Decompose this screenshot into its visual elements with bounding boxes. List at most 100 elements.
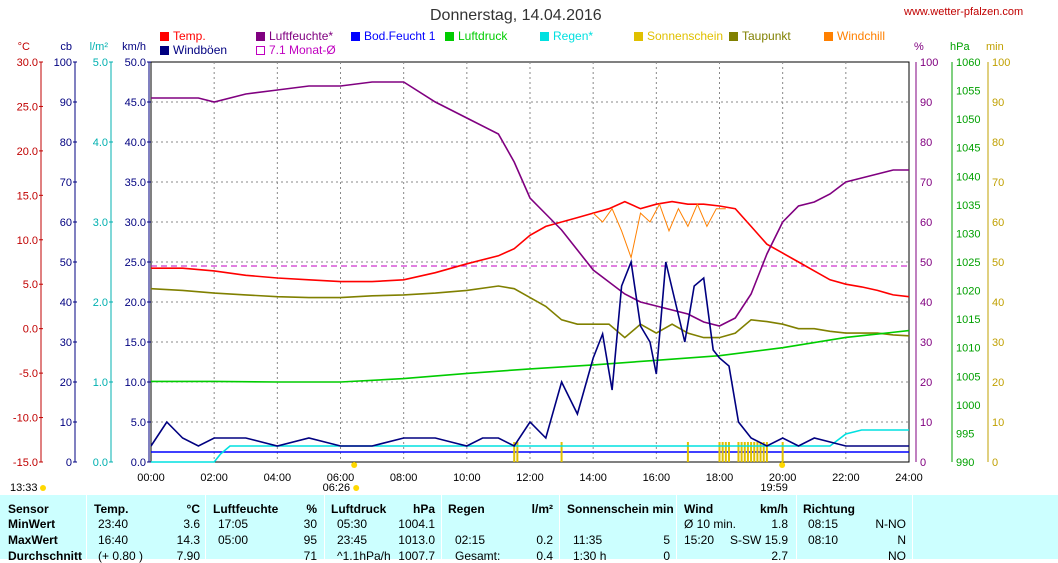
axis-tick-left: 50	[60, 257, 72, 269]
axis-tick-right: 10	[920, 417, 932, 429]
axis-tick-right: 80	[920, 137, 932, 149]
axis-tick-left: 10.0	[17, 235, 38, 247]
axis-tick-right: 0	[920, 457, 926, 469]
site-url[interactable]: www.wetter-pfalzen.com	[904, 6, 1024, 18]
legend-swatch	[445, 32, 454, 41]
axis-unit-right: min	[986, 41, 1004, 53]
axis-tick-left: 15.0	[125, 337, 146, 349]
table-cell: N-NO	[875, 517, 906, 531]
axis-tick-right: 40	[920, 297, 932, 309]
table-divider	[676, 495, 677, 559]
table-cell: 02:15	[455, 533, 486, 547]
axis-tick-right: 1025	[956, 257, 980, 269]
x-tick-label: 10:00	[453, 472, 481, 484]
axis-tick-left: 10	[60, 417, 72, 429]
table-cell: 30	[303, 517, 317, 531]
table-divider	[205, 495, 206, 559]
axis-tick-right: 70	[920, 177, 932, 189]
x-tick-label: 20:00	[769, 472, 797, 484]
legend-item: Bod.Feucht 1	[351, 30, 435, 43]
legend-label: Sonnenschein	[647, 29, 724, 43]
table-cell: 0	[663, 549, 670, 563]
chart-title: Donnerstag, 14.04.2016	[430, 7, 602, 24]
axis-tick-left: 5.0	[93, 57, 108, 69]
axis-unit-right: %	[914, 41, 924, 53]
table-cell: 14.3	[176, 533, 200, 547]
table-cell: Ø 10 min.	[684, 517, 737, 531]
axis-tick-right: 30	[920, 337, 932, 349]
table-cell: 5	[663, 533, 670, 547]
table-cell: (+ 0.80 )	[98, 549, 144, 563]
axis-tick-right: 90	[992, 97, 1004, 109]
axis-tick-right: 1000	[956, 400, 980, 412]
x-tick-label: 04:00	[264, 472, 292, 484]
axis-tick-left: 25.0	[17, 101, 38, 113]
table-cell: 0.4	[536, 549, 553, 563]
table-divider	[441, 495, 442, 559]
axis-tick-left: 0	[66, 457, 72, 469]
legend-swatch	[824, 32, 833, 41]
axis-tick-right: 1055	[956, 86, 980, 98]
axis-tick-left: 45.0	[125, 97, 146, 109]
sun-prev-label: 13:33	[10, 482, 38, 494]
axis-tick-right: 1030	[956, 228, 980, 240]
axis-tick-right: 1045	[956, 143, 980, 155]
legend-swatch	[256, 32, 265, 41]
axis-tick-right: 60	[992, 217, 1004, 229]
axis-tick-left: 10.0	[125, 377, 146, 389]
axis-tick-right: 1010	[956, 343, 980, 355]
axis-tick-right: 1035	[956, 200, 980, 212]
x-tick-label: 22:00	[832, 472, 860, 484]
table-cell: 3.6	[183, 517, 200, 531]
table-cell: 23:40	[98, 517, 129, 531]
x-tick-label: 14:00	[579, 472, 607, 484]
axis-tick-right: 40	[992, 297, 1004, 309]
table-cell: 0.2	[536, 533, 553, 547]
axis-tick-right: 80	[992, 137, 1004, 149]
table-row-label: Durchschnitt	[8, 549, 83, 563]
axis-tick-right: 70	[992, 177, 1004, 189]
stats-table: Sensor Temp. °C Luftfeuchte% Luftdruck hPa Reg…	[0, 495, 1058, 563]
table-header: km/h	[759, 502, 788, 516]
axis-tick-left: 100	[54, 57, 72, 69]
axis-tick-right: 995	[956, 428, 974, 440]
table-cell: 1013.0	[398, 533, 435, 547]
axis-tick-right: 1040	[956, 171, 980, 183]
sun-prev-dot	[40, 485, 46, 491]
axis-tick-left: 80	[60, 137, 72, 149]
axis-tick-left: 2.0	[93, 297, 108, 309]
axis-tick-left: 30.0	[125, 217, 146, 229]
table-header: Luftfeuchte	[213, 502, 279, 516]
axis-tick-left: 1.0	[93, 377, 108, 389]
table-divider	[796, 495, 797, 559]
table-divider	[86, 495, 87, 559]
axis-tick-left: 20.0	[125, 297, 146, 309]
legend-label: Temp.	[173, 29, 206, 43]
table-cell: 1007.7	[398, 549, 435, 563]
table-cell: 95	[303, 533, 317, 547]
legend-swatch	[160, 32, 169, 41]
axis-tick-right: 20	[920, 377, 932, 389]
legend-swatch	[256, 46, 265, 55]
table-cell: 08:15	[808, 517, 839, 531]
legend-swatch	[634, 32, 643, 41]
legend-label: Luftdruck	[458, 29, 508, 43]
axis-tick-left: 0.0	[131, 457, 146, 469]
x-tick-label: 02:00	[200, 472, 228, 484]
axis-tick-left: 20.0	[17, 146, 38, 158]
table-cell: 05:30	[337, 517, 368, 531]
table-header: Luftdruck	[331, 502, 387, 516]
axis-tick-right: 50	[920, 257, 932, 269]
axis-tick-left: 70	[60, 177, 72, 189]
legend-swatch	[351, 32, 360, 41]
legend-swatch	[729, 32, 738, 41]
sunset-axis-dot	[779, 462, 786, 468]
axis-tick-right: 60	[920, 217, 932, 229]
axis-tick-left: 35.0	[125, 177, 146, 189]
axis-tick-right: 1015	[956, 314, 980, 326]
weather-chart: °C 30.0 25.0 20.0 15.0 10.0 5.0 0.0 -5.0 -10.0 -15…	[10, 41, 1010, 494]
legend-item: Regen*	[540, 30, 593, 43]
axis-tick-left: 0.0	[93, 457, 108, 469]
table-cell: 05:00	[218, 533, 249, 547]
x-tick-label: 08:00	[390, 472, 418, 484]
